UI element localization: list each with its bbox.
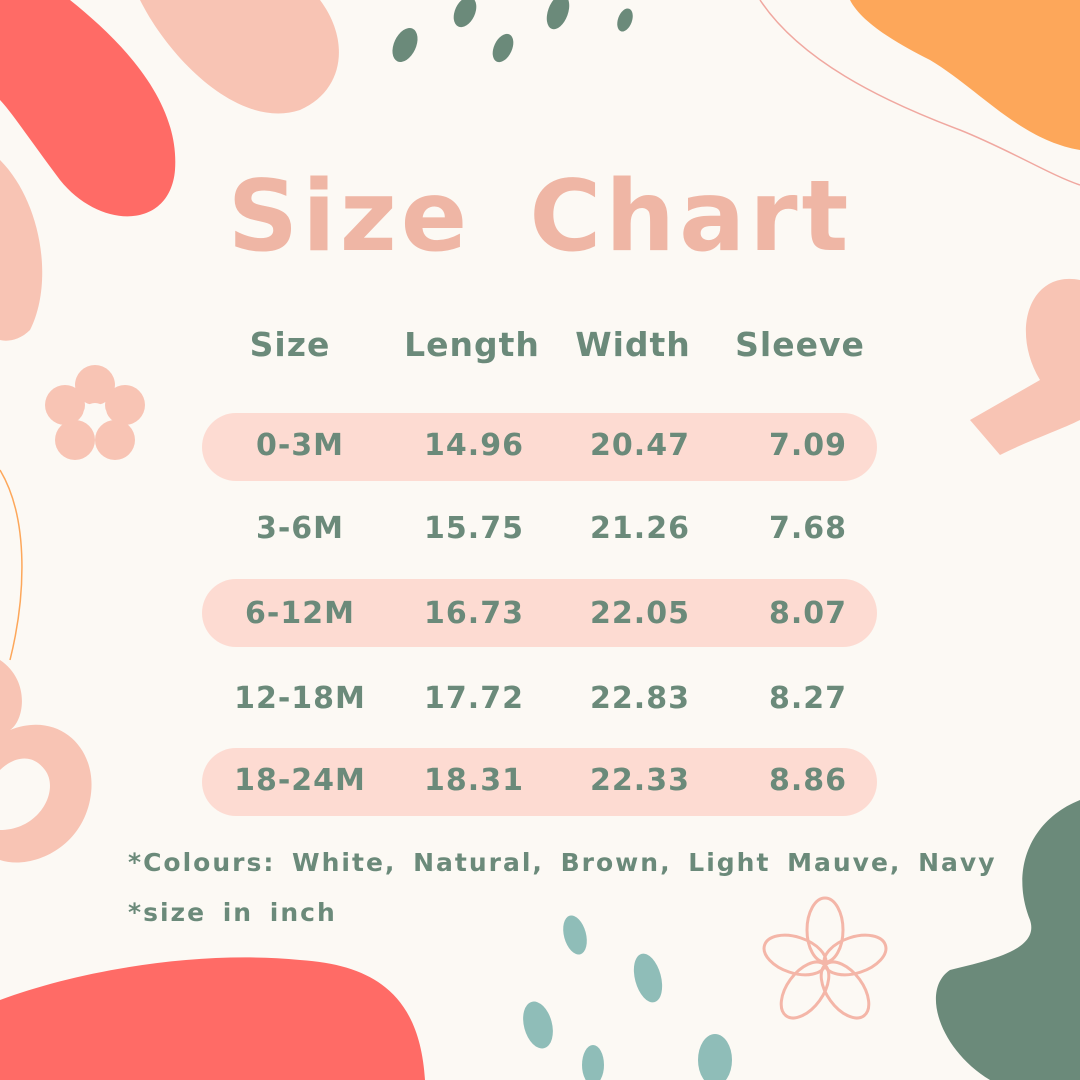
- cell-sleeve: 8.86: [768, 763, 848, 798]
- cell-length: 15.75: [424, 511, 524, 546]
- cell-sleeve: 8.07: [768, 596, 848, 631]
- cell-size: 0-3M: [255, 428, 345, 463]
- column-header-size: Size: [249, 325, 331, 364]
- page-title: Size Chart: [227, 160, 853, 274]
- cell-width: 22.05: [590, 596, 690, 631]
- colours-note: *Colours: White, Natural, Brown, Light M…: [128, 848, 997, 877]
- peach-blob-top: [140, 0, 339, 114]
- cell-size: 6-12M: [245, 596, 355, 631]
- thin-line-top-right: [759, 0, 1080, 186]
- peach-loop-left: [0, 660, 92, 863]
- cell-size: 12-18M: [234, 681, 366, 716]
- teal-dots-bottom: [523, 915, 732, 1080]
- peach-flower-left: [45, 365, 145, 460]
- cell-length: 18.31: [424, 763, 524, 798]
- row-highlight: [202, 748, 877, 816]
- green-blob-bottom-right: [935, 800, 1080, 1080]
- cell-width: 22.83: [590, 681, 690, 716]
- coral-blob-bottom-left: [0, 957, 425, 1080]
- cell-size: 3-6M: [255, 511, 345, 546]
- peach-blob-left: [0, 160, 43, 341]
- cell-length: 16.73: [424, 596, 524, 631]
- green-dots-top: [392, 0, 633, 63]
- thin-line-left: [0, 469, 23, 661]
- cell-sleeve: 8.27: [768, 681, 848, 716]
- cell-width: 20.47: [590, 428, 690, 463]
- coral-blob-top-left: [0, 0, 176, 217]
- column-header-length: Length: [404, 325, 540, 364]
- peach-swirl-right: [970, 278, 1080, 455]
- cell-length: 17.72: [424, 681, 524, 716]
- column-header-sleeve: Sleeve: [735, 325, 865, 364]
- cell-width: 21.26: [590, 511, 690, 546]
- cell-length: 14.96: [424, 428, 524, 463]
- outline-flower-bottom: [762, 896, 888, 1020]
- orange-blob-top-right: [850, 0, 1080, 150]
- row-highlight: [202, 413, 877, 481]
- column-header-width: Width: [575, 325, 691, 364]
- row-highlight: [202, 579, 877, 647]
- unit-note: *size in inch: [128, 898, 337, 927]
- cell-width: 22.33: [590, 763, 690, 798]
- cell-size: 18-24M: [234, 763, 366, 798]
- cell-sleeve: 7.68: [768, 511, 848, 546]
- cell-sleeve: 7.09: [768, 428, 848, 463]
